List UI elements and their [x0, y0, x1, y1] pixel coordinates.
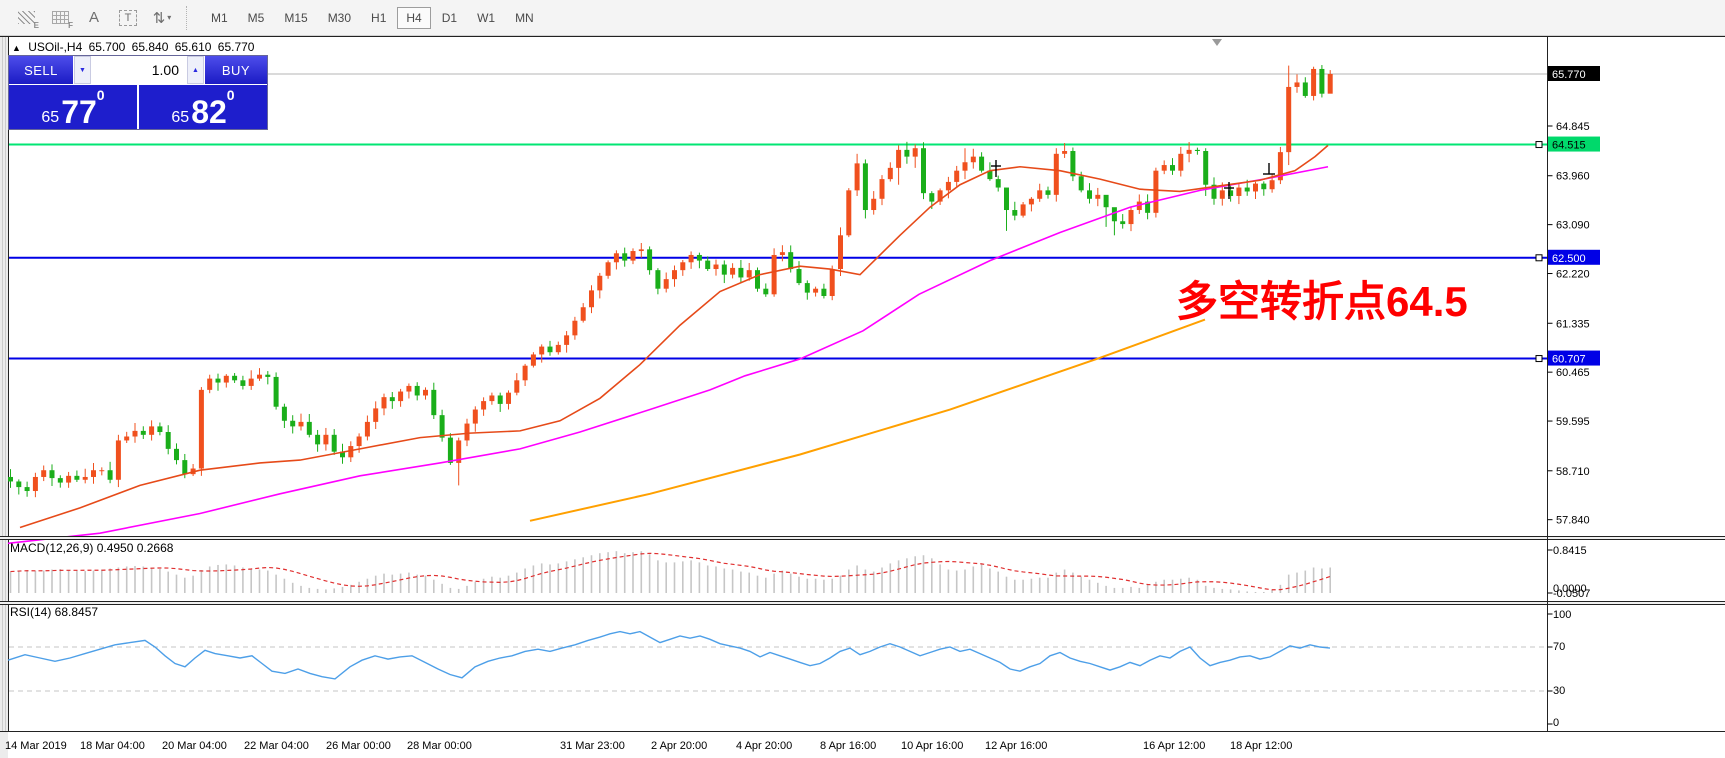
rsi-scale-100: 100: [1553, 609, 1571, 621]
current-price-badge: [1548, 66, 1600, 81]
price-tick-63.090: 63.090: [1556, 220, 1590, 232]
rsi-scale-0: 0: [1553, 717, 1559, 729]
candlesticks: [8, 65, 1333, 498]
timeframe-button-m1[interactable]: M1: [211, 10, 228, 25]
ma-slow-line: [529, 318, 1206, 522]
text-label-icon[interactable]: A: [88, 9, 99, 26]
time-label: 2 Apr 20:00: [651, 740, 707, 752]
current-price-badge-text: 65.770: [1552, 69, 1586, 81]
level-line-handle: [1535, 254, 1543, 262]
time-label: 10 Apr 16:00: [901, 740, 963, 752]
volume-increase-button[interactable]: ▲: [187, 56, 204, 84]
time-label: 12 Apr 16:00: [985, 740, 1047, 752]
close-value: 65.770: [217, 40, 255, 54]
level-badge-62500-text: 62.500: [1552, 253, 1586, 265]
time-label: 20 Mar 04:00: [162, 740, 227, 752]
time-label: 26 Mar 00:00: [326, 740, 391, 752]
price-tick-57.840: 57.840: [1556, 515, 1590, 527]
level-line-handle: [1535, 141, 1543, 149]
rsi-label: RSI(14) 68.8457: [10, 605, 98, 619]
ma-fast-line: [19, 144, 1329, 529]
time-label: 8 Apr 16:00: [820, 740, 876, 752]
toolbar-separator: [186, 5, 193, 30]
rsi-scale-70: 70: [1553, 641, 1565, 653]
buy-price-sup: 0: [226, 87, 235, 103]
sell-price-small: 65: [41, 109, 60, 126]
macd-scale-max: 0.8415: [1553, 545, 1587, 557]
indicators-grid-icon[interactable]: F: [44, 5, 76, 31]
time-label: 18 Apr 12:00: [1230, 740, 1292, 752]
chart-background: [0, 36, 1725, 758]
left-gutter: [0, 36, 8, 758]
open-value: 65.700: [88, 40, 126, 54]
symbol-info-bar: ▲ USOil-,H4 65.700 65.840 65.610 65.770: [12, 40, 257, 54]
buy-price-big: 82: [191, 93, 227, 130]
macd-label: MACD(12,26,9) 0.4950 0.2668: [10, 541, 174, 555]
time-label: 31 Mar 23:00: [560, 740, 625, 752]
sell-price-big: 77: [61, 93, 97, 130]
timeframe-button-h4[interactable]: H4: [397, 6, 431, 29]
ma-mid-line: [7, 165, 1329, 545]
symbol-label: USOil-,H4: [28, 40, 83, 54]
one-click-trade-panel: SELL ▼ 1.00 ▲ BUY 65 77 0 65 82 0: [8, 55, 268, 130]
macd-histogram: [9, 551, 1331, 593]
price-tick-59.595: 59.595: [1556, 416, 1590, 428]
timeframe-button-mn[interactable]: MN: [515, 10, 534, 25]
price-tick-64.845: 64.845: [1556, 121, 1590, 133]
price-tick-58.710: 58.710: [1556, 466, 1590, 478]
rsi-line: [7, 630, 1331, 680]
level-line-handle: [1535, 355, 1543, 363]
volume-input[interactable]: 1.00: [91, 56, 187, 84]
macd-scale-zero: 0.0000: [1553, 583, 1587, 595]
price-tick-61.335: 61.335: [1556, 318, 1590, 330]
price-tick-62.220: 62.220: [1556, 269, 1590, 281]
timeframe-button-d1[interactable]: D1: [441, 10, 458, 25]
timeframe-button-m5[interactable]: M5: [247, 10, 265, 25]
timeframe-button-m15[interactable]: M15: [284, 10, 308, 25]
sell-price-sup: 0: [96, 87, 105, 103]
time-label: 14 Mar 2019: [5, 740, 67, 752]
macd-scale-min: -0.0507: [1553, 588, 1590, 600]
level-badge-64515-text: 64.515: [1552, 140, 1586, 152]
buy-button[interactable]: BUY: [204, 56, 267, 84]
text-box-icon[interactable]: T: [112, 5, 144, 31]
sell-price-display[interactable]: 65 77 0: [9, 85, 139, 129]
time-label: 28 Mar 00:00: [407, 740, 472, 752]
timeframe-button-w1[interactable]: W1: [477, 10, 496, 25]
level-badge-60707-text: 60.707: [1552, 354, 1586, 366]
timeframe-button-m30[interactable]: M30: [327, 10, 352, 25]
line-studies-icon[interactable]: E: [10, 5, 42, 31]
time-label: 22 Mar 04:00: [244, 740, 309, 752]
high-value: 65.840: [131, 40, 169, 54]
timeframe-button-h1[interactable]: H1: [371, 10, 387, 25]
low-value: 65.610: [174, 40, 212, 54]
price-tick-60.465: 60.465: [1556, 367, 1590, 379]
chart-shift-marker-icon: [1212, 39, 1222, 46]
time-label: 18 Mar 04:00: [80, 740, 145, 752]
trend-annotation: 多空转折点64.5: [1176, 278, 1468, 325]
time-label: 16 Apr 12:00: [1143, 740, 1205, 752]
top-toolbar: E F A T ⇅ ▾ M1 M5 M15 M30 H1 H4 D1 W1 MN: [0, 0, 1725, 36]
macd-signal-line: [10, 552, 1331, 591]
volume-decrease-button[interactable]: ▼: [74, 56, 91, 84]
level-badge-60707: [1548, 350, 1600, 366]
arrow-objects-icon[interactable]: ⇅ ▾: [152, 9, 172, 27]
price-tick-63.960: 63.960: [1556, 171, 1590, 183]
buy-price-display[interactable]: 65 82 0: [139, 85, 267, 129]
level-badge-62500: [1548, 249, 1600, 265]
collapse-triangle-icon[interactable]: ▲: [12, 43, 21, 53]
time-label: 4 Apr 20:00: [736, 740, 792, 752]
rsi-scale-30: 30: [1553, 685, 1565, 697]
level-badge-64515: [1548, 136, 1600, 152]
sell-button[interactable]: SELL: [9, 56, 74, 84]
buy-price-small: 65: [171, 109, 190, 126]
